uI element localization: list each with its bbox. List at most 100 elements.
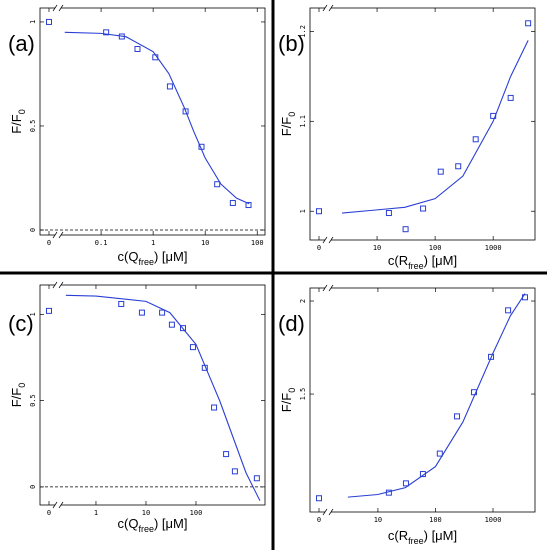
fit-curve	[64, 31, 250, 205]
x-axis-label-sub: free	[138, 524, 154, 534]
data-point	[168, 321, 175, 328]
axis-break	[58, 231, 64, 239]
y-tick-label: 1.5	[299, 388, 307, 401]
x-axis-label-tail: ) [μM]	[424, 528, 457, 543]
axis-break	[58, 501, 64, 509]
y-tick-label: 2	[299, 299, 307, 303]
data-point	[490, 112, 497, 119]
axis-break	[322, 4, 328, 12]
fit-curve	[342, 40, 529, 214]
data-point	[488, 353, 495, 360]
data-point	[419, 471, 426, 478]
data-point	[189, 344, 196, 351]
x-axis-label-main: c(Q	[118, 516, 139, 531]
axis-break	[52, 4, 58, 12]
plot-frame	[309, 287, 536, 513]
x-tick-label: 0.1	[95, 239, 108, 247]
data-point	[437, 168, 444, 175]
data-point	[253, 475, 260, 482]
data-point	[454, 413, 461, 420]
data-point	[118, 300, 125, 307]
data-point	[159, 309, 166, 316]
axis-break	[322, 508, 328, 516]
y-tick-label: 0	[29, 228, 37, 232]
y-axis-label: F/F0	[9, 109, 27, 134]
x-axis-label-sub: free	[408, 261, 424, 271]
axis-break	[322, 284, 328, 292]
x-axis-label-tail: ) [μM]	[154, 516, 187, 531]
y-tick-label: 1	[299, 209, 307, 213]
data-point	[46, 18, 52, 25]
x-axis-label: c(Rfree) [μM]	[388, 528, 457, 546]
x-tick-label: 100	[251, 239, 264, 247]
y-axis-label: F/F0	[279, 388, 297, 413]
panel-label: (b)	[278, 31, 305, 56]
axis-break-gap	[55, 283, 61, 287]
axis-break-gap	[55, 503, 61, 507]
axis-break-gap	[325, 510, 331, 514]
data-point	[198, 143, 205, 150]
y-tick-label: 1	[29, 20, 37, 24]
axis-break-gap	[325, 238, 331, 242]
fit-curve	[65, 294, 261, 501]
data-point	[316, 208, 322, 215]
data-point	[402, 480, 409, 487]
data-point	[420, 205, 427, 212]
x-tick-label: 0	[317, 244, 321, 252]
plot-frame	[39, 284, 266, 506]
x-axis-label-main: c(R	[388, 253, 408, 268]
axis-break-gap	[55, 6, 61, 10]
axis-break	[328, 284, 334, 292]
x-axis-label: c(Rfree) [μM]	[388, 253, 457, 271]
x-axis-label: c(Qfree) [μM]	[118, 249, 188, 267]
data-point	[229, 199, 236, 206]
data-point	[134, 45, 141, 52]
y-axis-label: F/F0	[9, 383, 27, 408]
y-tick-label: 1.2	[299, 25, 307, 38]
x-tick-label: 1000	[485, 516, 502, 524]
data-point	[507, 94, 514, 101]
data-point	[505, 307, 512, 314]
data-point	[402, 226, 409, 233]
data-point	[385, 489, 392, 496]
y-axis-label-sub: 0	[17, 109, 27, 114]
panel-label: (a)	[8, 31, 35, 56]
y-axis-label-sub: 0	[287, 388, 297, 393]
x-axis-label-sub: free	[408, 536, 424, 546]
axis-break-gap	[325, 286, 331, 290]
x-axis-label-tail: ) [μM]	[154, 249, 187, 264]
data-point	[152, 54, 159, 61]
plot-frame	[39, 7, 266, 236]
data-point	[525, 20, 532, 27]
fit-curve	[347, 293, 526, 498]
y-axis-label-main: F/F	[9, 388, 24, 408]
x-tick-label: 0	[317, 516, 321, 524]
data-point	[522, 294, 529, 301]
data-point	[138, 309, 145, 316]
y-tick-label: 1.1	[299, 115, 307, 128]
data-point	[211, 404, 218, 411]
data-point	[472, 136, 479, 143]
x-axis-label-main: c(R	[388, 528, 408, 543]
axis-break-gap	[325, 6, 331, 10]
data-point	[316, 495, 322, 502]
data-point	[201, 364, 208, 371]
data-point	[471, 389, 478, 396]
y-axis-label-main: F/F	[279, 117, 294, 137]
x-tick-label: 1	[151, 239, 155, 247]
axis-break	[322, 236, 328, 244]
data-point	[179, 325, 186, 332]
data-point	[103, 29, 110, 36]
axis-break	[52, 231, 58, 239]
data-point	[455, 163, 462, 170]
y-tick-label: 1	[29, 312, 37, 316]
axis-break	[328, 236, 334, 244]
x-tick-label: 10	[142, 509, 150, 517]
axis-break	[328, 4, 334, 12]
x-tick-label: 10	[201, 239, 209, 247]
x-axis-label: c(Qfree) [μM]	[118, 516, 188, 534]
x-tick-label: 100	[429, 244, 442, 252]
y-axis-label-main: F/F	[279, 393, 294, 413]
x-tick-label: 0	[47, 239, 51, 247]
